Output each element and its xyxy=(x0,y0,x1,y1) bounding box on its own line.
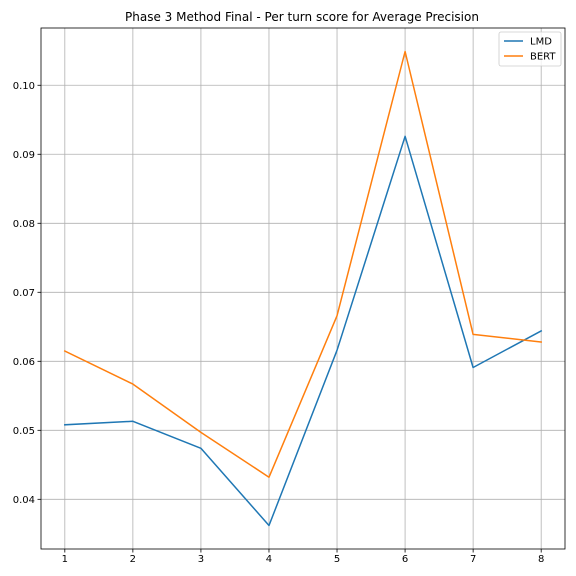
data-point-bert xyxy=(64,350,66,352)
y-tick-label: 0.08 xyxy=(13,219,35,230)
data-point-bert xyxy=(472,334,474,336)
data-point-lmd xyxy=(64,424,66,426)
y-tick-label: 0.07 xyxy=(13,288,35,299)
chart-title: Phase 3 Method Final - Per turn score fo… xyxy=(125,10,479,24)
x-axis: 1 2 3 4 5 6 7 8 xyxy=(62,549,544,565)
x-tick-label: 4 xyxy=(266,554,272,565)
data-point-lmd xyxy=(268,525,270,527)
x-tick-label: 8 xyxy=(538,554,544,565)
y-tick-label: 0.06 xyxy=(13,357,35,368)
y-tick-label: 0.09 xyxy=(13,150,35,161)
x-tick-label: 7 xyxy=(470,554,476,565)
data-point-lmd xyxy=(472,367,474,369)
x-tick-label: 3 xyxy=(198,554,204,565)
data-point-lmd xyxy=(132,421,134,423)
x-tick-label: 6 xyxy=(402,554,408,565)
data-point-bert xyxy=(404,51,406,53)
series-line-bert xyxy=(63,50,543,478)
series-line-lmd xyxy=(64,135,543,527)
data-point-bert xyxy=(540,341,542,343)
series-group xyxy=(63,50,543,527)
data-point-bert xyxy=(268,476,270,478)
y-tick-label: 0.05 xyxy=(13,426,35,437)
data-point-lmd xyxy=(404,136,406,138)
y-axis: 0.04 0.05 0.06 0.07 0.08 0.09 0.10 xyxy=(13,81,41,506)
y-tick-label: 0.04 xyxy=(13,495,35,506)
data-point-lmd xyxy=(336,349,338,351)
data-point-bert xyxy=(200,432,202,434)
legend: LMD BERT xyxy=(498,31,562,67)
grid xyxy=(41,28,565,549)
y-tick-label: 0.10 xyxy=(13,81,35,92)
data-point-lmd xyxy=(200,447,202,449)
data-point-lmd xyxy=(540,330,542,332)
legend-label-lmd: LMD xyxy=(530,37,552,48)
legend-label-bert: BERT xyxy=(530,52,556,63)
data-point-bert xyxy=(132,383,134,385)
plot-frame xyxy=(40,27,566,550)
x-tick-label: 1 xyxy=(62,554,68,565)
data-point-bert xyxy=(336,315,338,317)
x-tick-label: 5 xyxy=(334,554,340,565)
x-tick-label: 2 xyxy=(130,554,136,565)
